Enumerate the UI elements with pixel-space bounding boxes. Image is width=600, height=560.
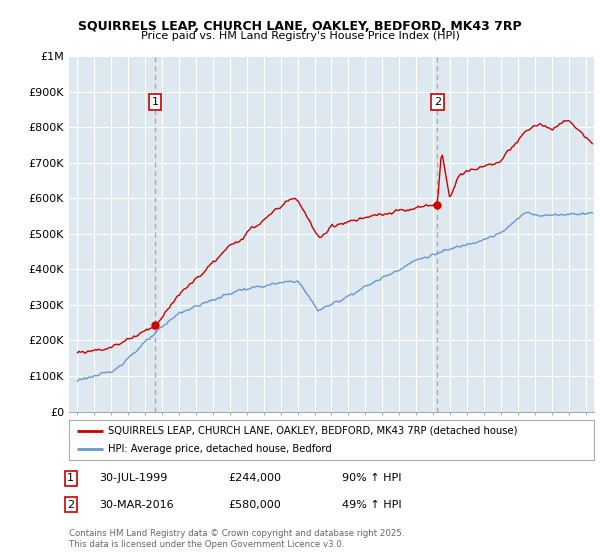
- Text: £244,000: £244,000: [228, 473, 281, 483]
- Text: £580,000: £580,000: [228, 500, 281, 510]
- Text: 30-JUL-1999: 30-JUL-1999: [99, 473, 167, 483]
- Text: 1: 1: [67, 473, 74, 483]
- Text: 49% ↑ HPI: 49% ↑ HPI: [342, 500, 401, 510]
- Text: Price paid vs. HM Land Registry's House Price Index (HPI): Price paid vs. HM Land Registry's House …: [140, 31, 460, 41]
- Text: 2: 2: [67, 500, 74, 510]
- Text: 90% ↑ HPI: 90% ↑ HPI: [342, 473, 401, 483]
- Text: SQUIRRELS LEAP, CHURCH LANE, OAKLEY, BEDFORD, MK43 7RP (detached house): SQUIRRELS LEAP, CHURCH LANE, OAKLEY, BED…: [109, 426, 518, 436]
- Text: Contains HM Land Registry data © Crown copyright and database right 2025.
This d: Contains HM Land Registry data © Crown c…: [69, 529, 404, 549]
- Text: 30-MAR-2016: 30-MAR-2016: [99, 500, 173, 510]
- Text: 1: 1: [152, 97, 158, 107]
- Text: 2: 2: [434, 97, 441, 107]
- Text: HPI: Average price, detached house, Bedford: HPI: Average price, detached house, Bedf…: [109, 445, 332, 454]
- Text: SQUIRRELS LEAP, CHURCH LANE, OAKLEY, BEDFORD, MK43 7RP: SQUIRRELS LEAP, CHURCH LANE, OAKLEY, BED…: [78, 20, 522, 32]
